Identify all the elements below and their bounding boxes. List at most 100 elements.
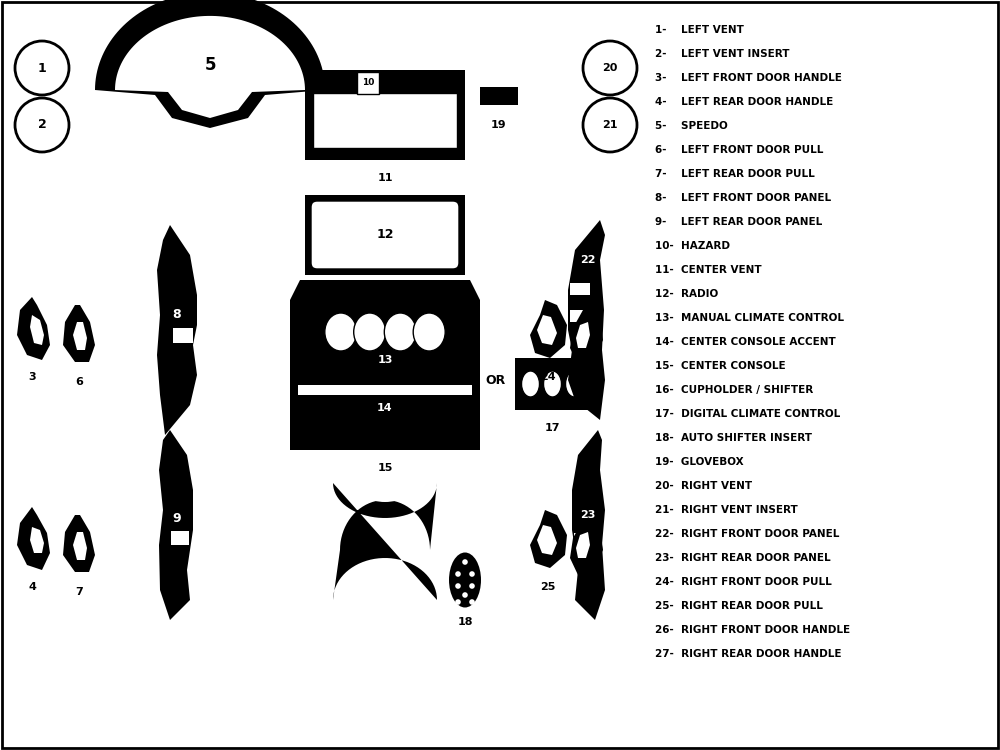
Text: 5: 5 (204, 56, 216, 74)
Text: 20-  RIGHT VENT: 20- RIGHT VENT (655, 481, 752, 491)
Circle shape (469, 584, 475, 589)
Ellipse shape (325, 313, 357, 351)
Polygon shape (568, 220, 605, 420)
Text: 2: 2 (38, 118, 46, 131)
Bar (515, 358, 590, 410)
Text: 15-  CENTER CONSOLE: 15- CENTER CONSOLE (655, 361, 786, 371)
Circle shape (583, 98, 637, 152)
Bar (305, 70, 465, 160)
Polygon shape (537, 525, 557, 555)
Text: 18-  AUTO SHIFTER INSERT: 18- AUTO SHIFTER INSERT (655, 433, 812, 443)
Polygon shape (73, 532, 87, 560)
Text: 10-  HAZARD: 10- HAZARD (655, 241, 730, 251)
Circle shape (455, 572, 461, 577)
Polygon shape (17, 297, 50, 360)
Text: 12-  RADIO: 12- RADIO (655, 289, 718, 299)
Text: 20: 20 (602, 63, 618, 73)
Text: 9: 9 (173, 512, 181, 524)
Text: 16: 16 (376, 503, 394, 517)
Bar (574, 533, 590, 545)
Bar (480, 87, 518, 105)
Circle shape (462, 560, 468, 565)
Text: 26: 26 (580, 377, 596, 387)
Polygon shape (570, 302, 603, 365)
Text: 17: 17 (545, 423, 560, 433)
Ellipse shape (566, 371, 584, 397)
Text: 18: 18 (457, 617, 473, 627)
Text: 3: 3 (28, 372, 36, 382)
Ellipse shape (384, 313, 416, 351)
Polygon shape (115, 16, 305, 118)
Polygon shape (63, 515, 95, 572)
Ellipse shape (449, 553, 481, 608)
Text: 17-  DIGITAL CLIMATE CONTROL: 17- DIGITAL CLIMATE CONTROL (655, 409, 840, 419)
Text: 25: 25 (540, 582, 556, 592)
Polygon shape (157, 225, 197, 435)
Text: 23: 23 (580, 510, 596, 520)
Polygon shape (576, 532, 590, 558)
Polygon shape (530, 300, 567, 358)
Polygon shape (333, 483, 437, 600)
Text: 1-    LEFT VENT: 1- LEFT VENT (655, 25, 744, 35)
Text: 5-    SPEEDO: 5- SPEEDO (655, 121, 728, 131)
Text: 14-  CENTER CONSOLE ACCENT: 14- CENTER CONSOLE ACCENT (655, 337, 836, 347)
Ellipse shape (354, 313, 386, 351)
Bar (357, 72, 379, 94)
Text: 6-    LEFT FRONT DOOR PULL: 6- LEFT FRONT DOOR PULL (655, 145, 823, 155)
Text: 14: 14 (377, 403, 393, 413)
Text: 21-  RIGHT VENT INSERT: 21- RIGHT VENT INSERT (655, 505, 798, 515)
Circle shape (455, 584, 461, 589)
Bar (173, 328, 193, 343)
Ellipse shape (355, 464, 415, 502)
Ellipse shape (413, 313, 445, 351)
Text: 24: 24 (540, 372, 556, 382)
Circle shape (455, 599, 461, 604)
Circle shape (583, 41, 637, 95)
Polygon shape (576, 322, 590, 348)
Circle shape (462, 592, 468, 598)
Text: 4-    LEFT REAR DOOR HANDLE: 4- LEFT REAR DOOR HANDLE (655, 97, 833, 107)
Circle shape (15, 41, 69, 95)
Circle shape (469, 599, 475, 604)
Text: 12: 12 (376, 229, 394, 242)
Bar (313, 93, 457, 148)
Polygon shape (530, 510, 567, 568)
Text: 15: 15 (377, 463, 393, 473)
Circle shape (469, 572, 475, 577)
Bar (171, 531, 189, 545)
Polygon shape (572, 430, 605, 620)
Text: 3-    LEFT FRONT DOOR HANDLE: 3- LEFT FRONT DOOR HANDLE (655, 73, 842, 83)
FancyBboxPatch shape (311, 201, 459, 269)
Polygon shape (17, 507, 50, 570)
Ellipse shape (544, 371, 562, 397)
Text: 7: 7 (75, 587, 83, 597)
Text: 25-  RIGHT REAR DOOR PULL: 25- RIGHT REAR DOOR PULL (655, 601, 823, 611)
Text: 8: 8 (173, 308, 181, 322)
Text: 27: 27 (580, 587, 596, 597)
Circle shape (15, 98, 69, 152)
Bar (305, 195, 465, 275)
Text: 2-    LEFT VENT INSERT: 2- LEFT VENT INSERT (655, 49, 790, 59)
Text: 13-  MANUAL CLIMATE CONTROL: 13- MANUAL CLIMATE CONTROL (655, 313, 844, 323)
Polygon shape (570, 512, 603, 575)
Text: 8-    LEFT FRONT DOOR PANEL: 8- LEFT FRONT DOOR PANEL (655, 193, 831, 203)
Text: 9-    LEFT REAR DOOR PANEL: 9- LEFT REAR DOOR PANEL (655, 217, 822, 227)
Text: 11-  CENTER VENT: 11- CENTER VENT (655, 265, 762, 275)
Text: 6: 6 (75, 377, 83, 387)
Polygon shape (95, 0, 325, 128)
Text: 16-  CUPHOLDER / SHIFTER: 16- CUPHOLDER / SHIFTER (655, 385, 813, 395)
Polygon shape (290, 280, 480, 450)
Text: 22-  RIGHT FRONT DOOR PANEL: 22- RIGHT FRONT DOOR PANEL (655, 529, 839, 539)
Text: 4: 4 (28, 582, 36, 592)
Ellipse shape (522, 371, 540, 397)
Text: 23-  RIGHT REAR DOOR PANEL: 23- RIGHT REAR DOOR PANEL (655, 553, 831, 563)
Polygon shape (73, 322, 87, 350)
Bar (570, 283, 590, 295)
Polygon shape (159, 430, 193, 620)
Text: 19-  GLOVEBOX: 19- GLOVEBOX (655, 457, 744, 467)
Bar (298, 385, 472, 395)
Text: 27-  RIGHT REAR DOOR HANDLE: 27- RIGHT REAR DOOR HANDLE (655, 649, 842, 659)
Text: 13: 13 (377, 355, 393, 365)
Text: 10: 10 (362, 79, 374, 88)
Text: 1: 1 (38, 62, 46, 74)
